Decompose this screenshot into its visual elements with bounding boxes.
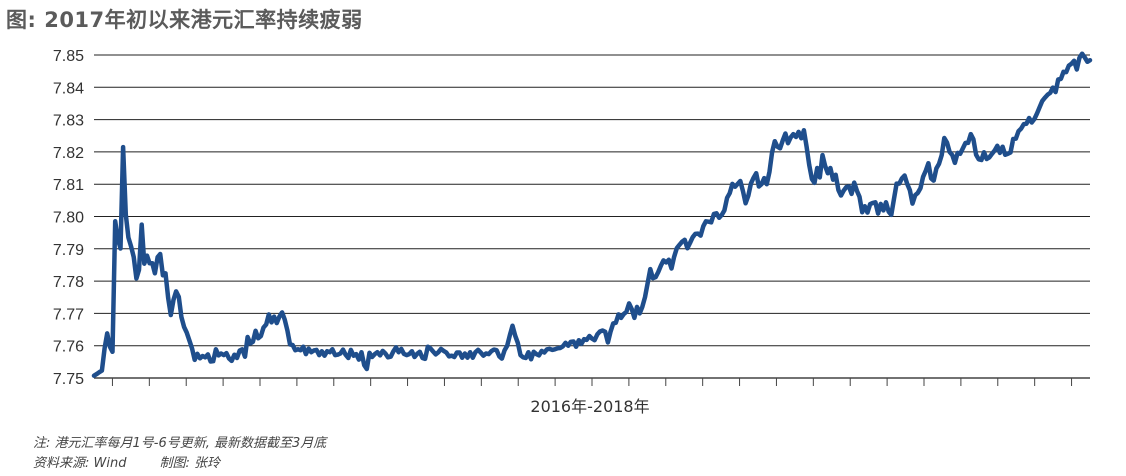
footnote: 注: 港元汇率每月1号-6号更新, 最新数据截至3月底 [33, 436, 327, 451]
y-axis: 7.75 7.76 7.77 7.78 7.79 7.80 7.81 7.82 7.83 7.84… [53, 48, 84, 388]
source-credit: 资料来源: Wind 制图: 张玲 [33, 456, 221, 471]
y-tick-label: 7.85 [53, 48, 84, 65]
y-tick-label: 7.81 [53, 177, 84, 194]
x-axis-label: 2016年-2018年 [530, 397, 649, 416]
y-tick-label: 7.80 [53, 210, 84, 227]
y-tick-label: 7.77 [53, 306, 84, 323]
y-tick-label: 7.75 [53, 371, 84, 388]
y-tick-label: 7.78 [53, 274, 84, 291]
y-tick-label: 7.82 [53, 145, 84, 162]
y-tick-label: 7.84 [53, 80, 84, 97]
hkd-exchange-rate-line [91, 51, 1093, 378]
y-tick-label: 7.76 [53, 339, 84, 356]
y-tick-label: 7.83 [53, 113, 84, 130]
x-axis [111, 378, 1073, 386]
gridlines [94, 54, 1090, 379]
chart-title: 图: 2017年初以来港元汇率持续疲弱 [6, 8, 363, 32]
y-tick-label: 7.79 [53, 242, 84, 259]
